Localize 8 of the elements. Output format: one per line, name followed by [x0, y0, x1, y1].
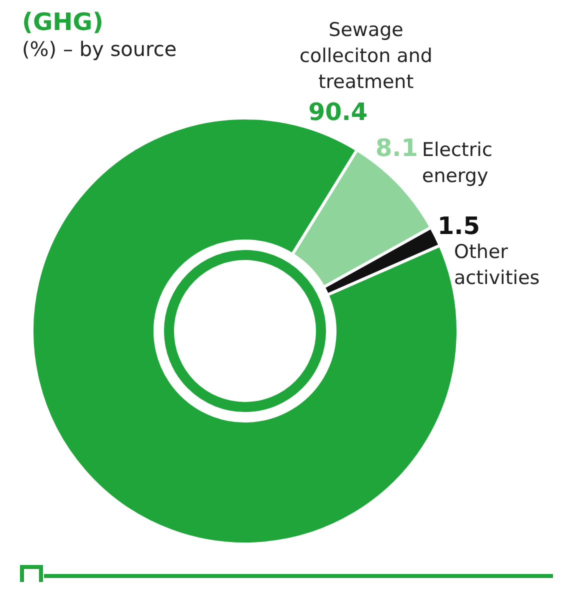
text: (%) – by source	[22, 37, 177, 61]
slice-label: Other activities	[454, 241, 540, 289]
slice-label: Electric energy	[422, 139, 492, 187]
data-label: 8.1	[375, 134, 418, 162]
data-label: 90.4	[308, 98, 368, 126]
slice-label: Sewage colleciton and treatment	[300, 19, 432, 93]
chart-title: (GHG)	[22, 8, 104, 36]
data-label: 1.5	[437, 212, 480, 240]
